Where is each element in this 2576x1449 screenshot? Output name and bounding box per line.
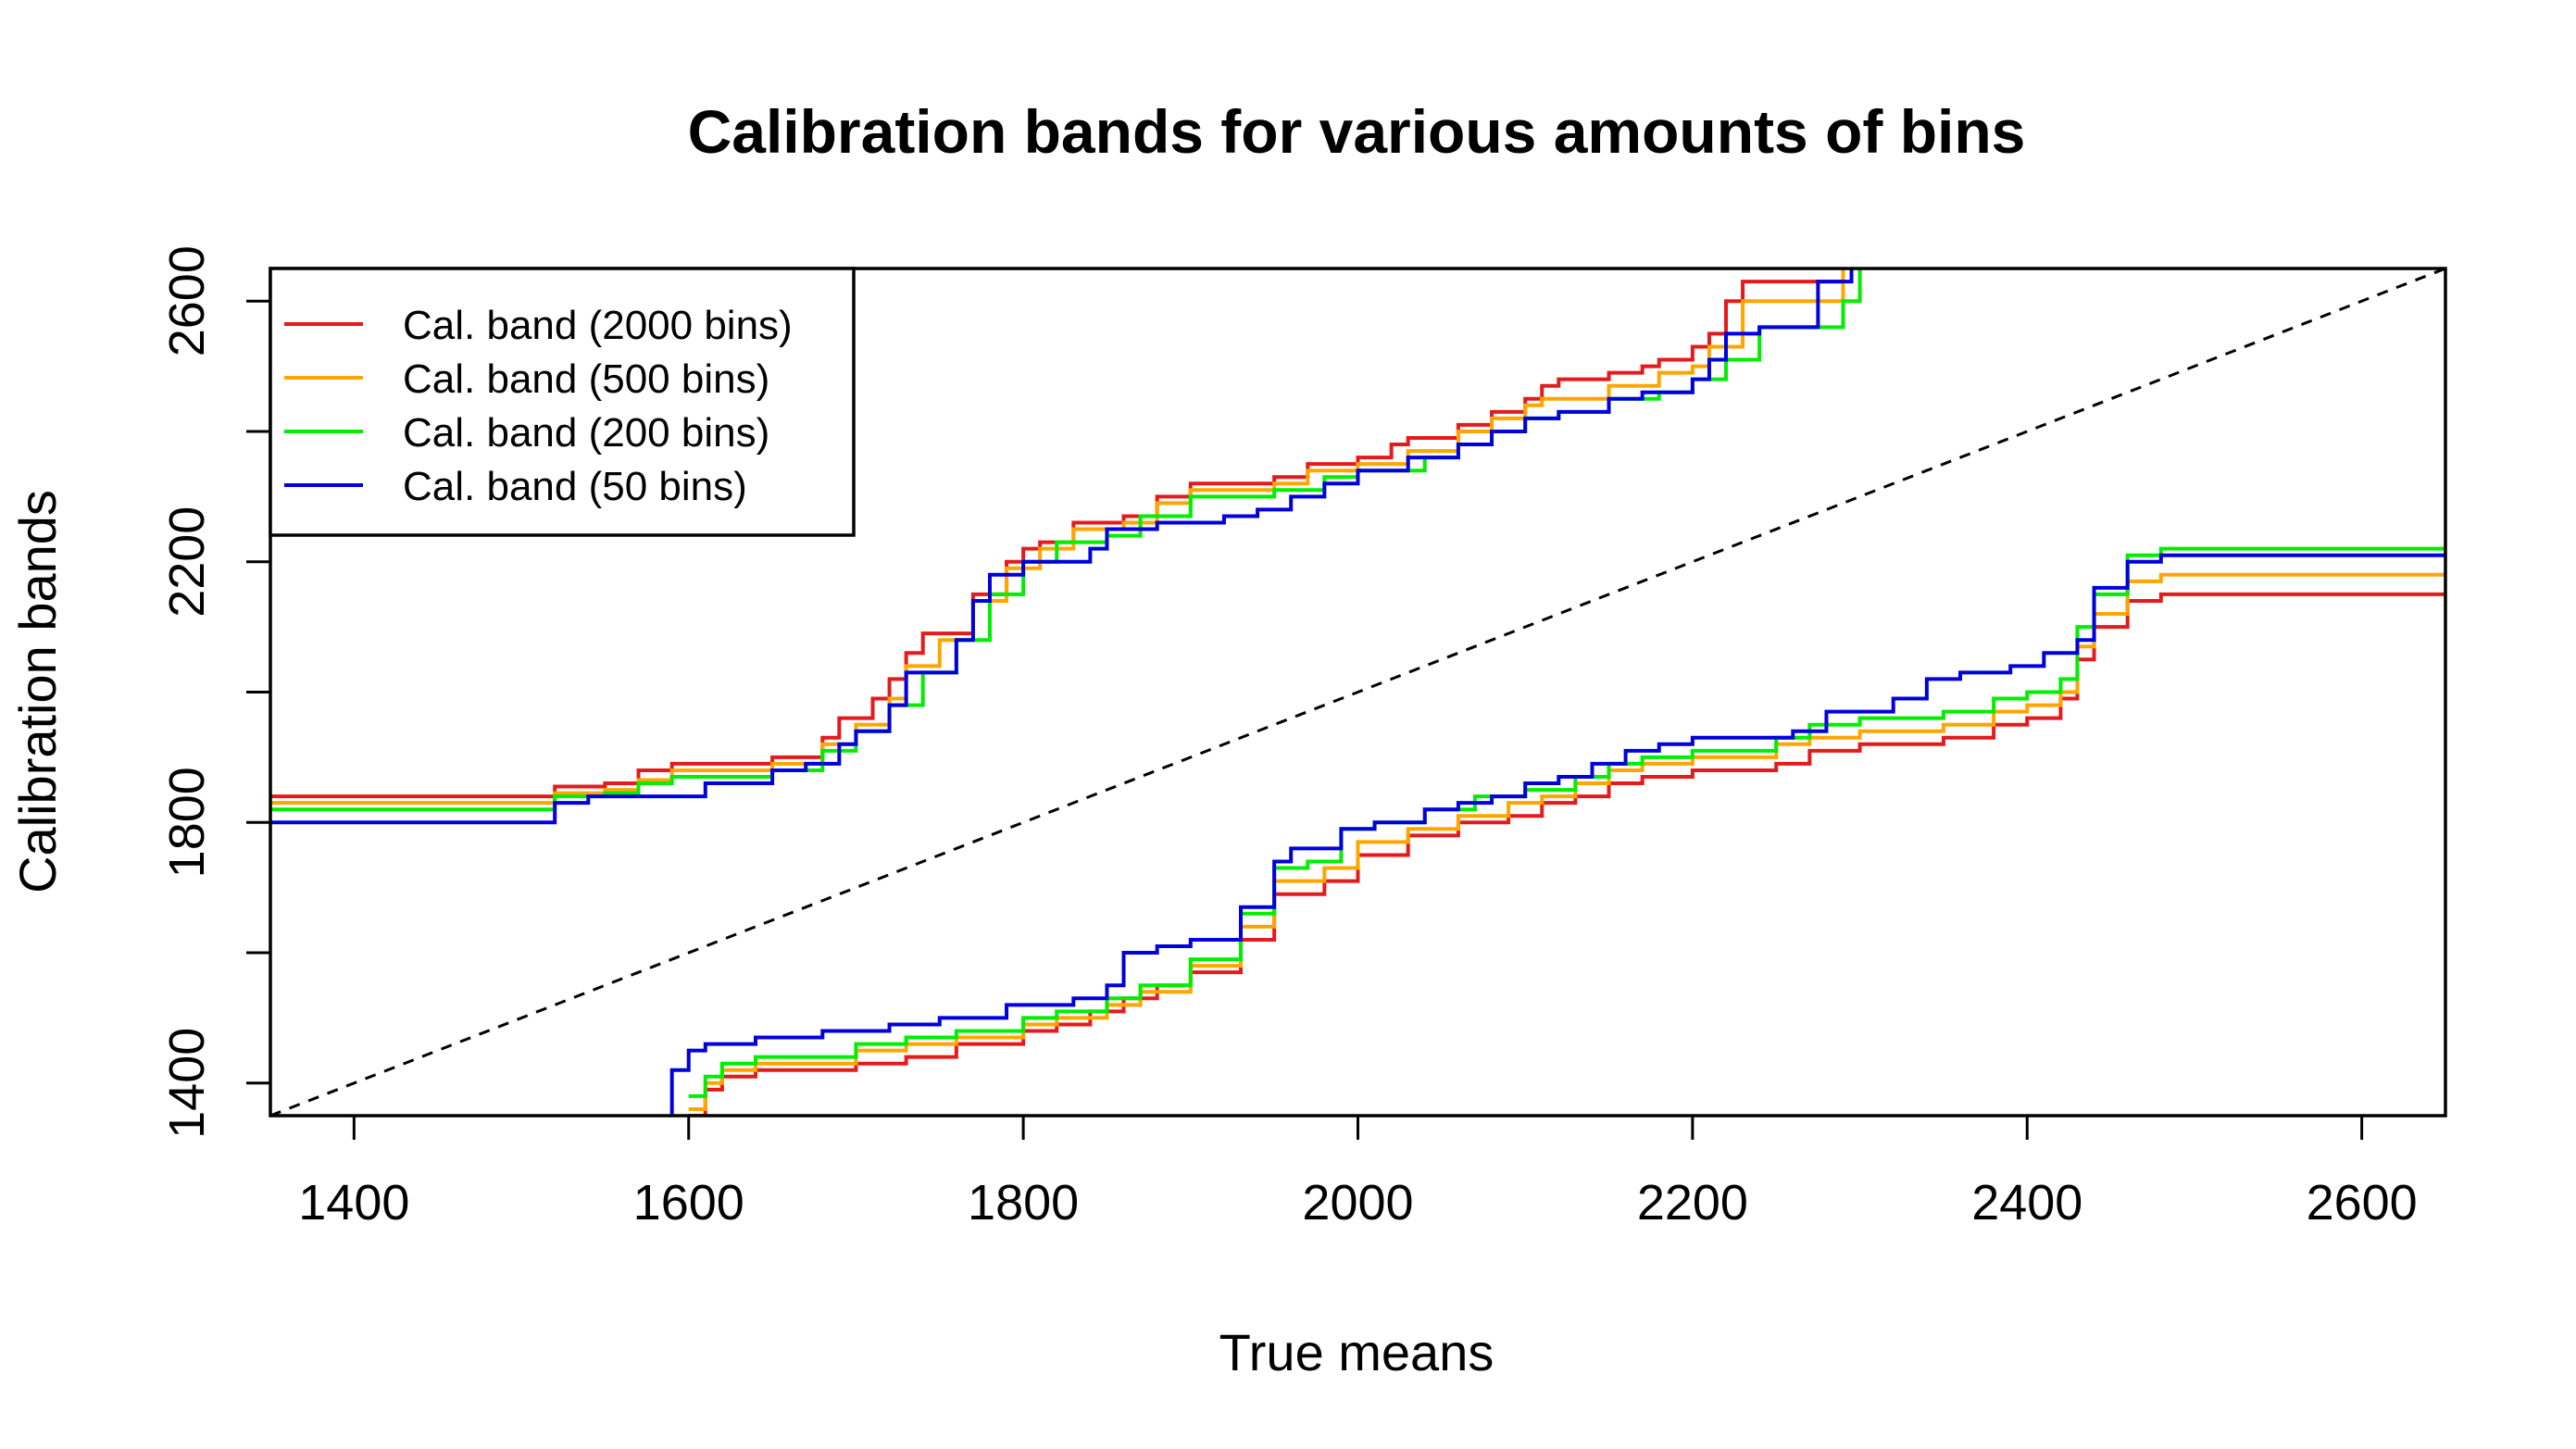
x-tick-label: 2400	[1971, 1175, 2082, 1230]
x-tick-label: 1400	[298, 1175, 409, 1230]
x-tick-label: 2600	[2307, 1175, 2418, 1230]
y-axis: 1400 1800 2200 2600	[159, 245, 270, 1139]
x-axis-label: True means	[1219, 1323, 1494, 1381]
legend: Cal. band (2000 bins) Cal. band (500 bins…	[269, 267, 856, 537]
y-tick-label: 2600	[159, 245, 215, 356]
x-tick-label: 2000	[1302, 1175, 1413, 1230]
y-tick-label: 1400	[159, 1028, 215, 1139]
y-tick-label: 1800	[159, 767, 215, 878]
legend-label: Cal. band (200 bins)	[403, 410, 769, 456]
x-tick-label: 1600	[633, 1175, 744, 1230]
series-layer	[270, 269, 2445, 1116]
reference-diagonal-line	[270, 269, 2445, 1116]
x-tick-label: 2200	[1637, 1175, 1748, 1230]
legend-label: Cal. band (500 bins)	[403, 356, 769, 402]
x-tick-label: 1800	[968, 1175, 1079, 1230]
chart-title: Calibration bands for various amounts of…	[688, 97, 2026, 166]
x-axis: 1400 1600 1800 2000 2200 2400 2600	[298, 1116, 2418, 1230]
legend-box	[269, 267, 856, 537]
y-tick-label: 2200	[159, 506, 215, 618]
legend-label: Cal. band (50 bins)	[403, 464, 747, 509]
series-3-upper-band	[270, 269, 1854, 825]
series-1-lower-band	[688, 572, 2445, 1111]
series-3-lower-band	[669, 553, 2445, 1116]
series-2-lower-band	[688, 546, 2445, 1098]
legend-label: Cal. band (2000 bins)	[403, 303, 793, 348]
y-axis-label: Calibration bands	[8, 490, 67, 893]
